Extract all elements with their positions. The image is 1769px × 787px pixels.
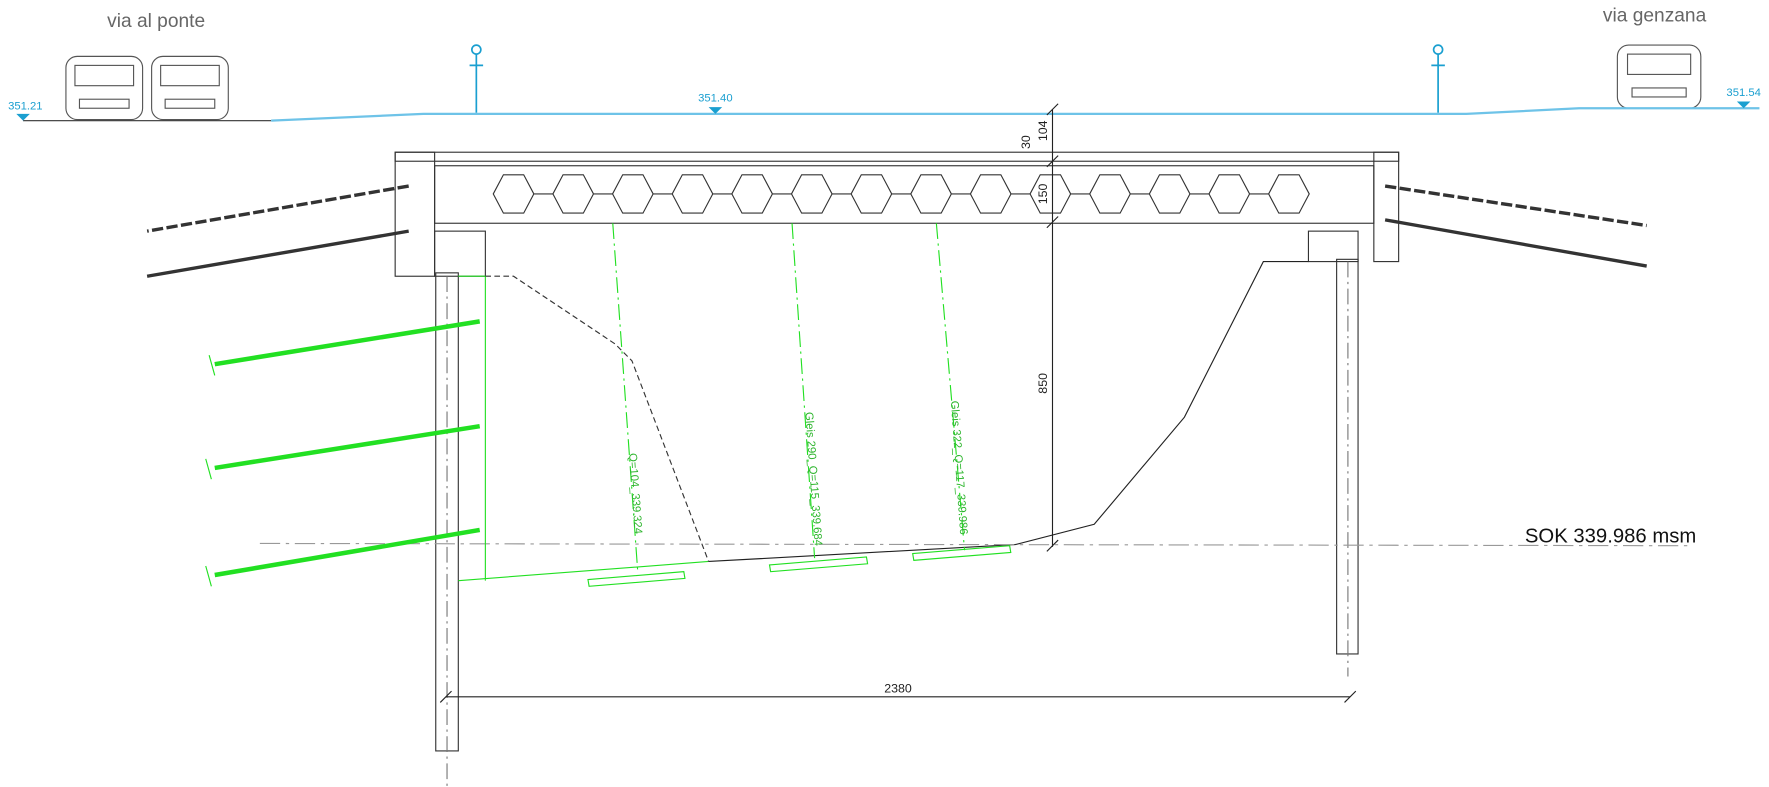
dim-slab: 104 xyxy=(1036,120,1050,141)
dim-span: 2380 xyxy=(884,681,912,695)
cyclists xyxy=(470,45,1445,113)
dim-pavement: 30 xyxy=(1019,135,1033,149)
track-label: Gleis 290_Q=115_339.684 xyxy=(802,412,823,547)
streets: via al ponte via genzana xyxy=(107,5,1706,32)
hexagon xyxy=(970,175,1030,213)
hexagon xyxy=(493,175,553,213)
sok-label: SOK 339.986 msm xyxy=(1525,525,1696,547)
hexagon xyxy=(613,175,673,213)
hexagon xyxy=(791,175,851,213)
track-labels: Q=104_339.324 Gleis 290_Q=115_339.684 Gl… xyxy=(626,400,969,546)
levels: 351.21 351.40 351.54 xyxy=(8,87,1761,113)
dim-beam: 150 xyxy=(1036,183,1050,204)
ground xyxy=(16,101,1759,120)
track-label: Gleis 322_Q=117_339.986 xyxy=(948,400,969,535)
dimension-labels: 30 104 150 850 2380 xyxy=(884,120,1050,695)
hexagon-openings xyxy=(493,175,1309,213)
hexagon xyxy=(1149,175,1209,213)
hexagon xyxy=(851,175,911,213)
tie-backs xyxy=(147,186,1647,276)
hexagon xyxy=(911,175,971,213)
page: via al ponte via genzana 351.21 351.40 3… xyxy=(0,0,1769,787)
hexagon xyxy=(1209,175,1269,213)
street-right: via genzana xyxy=(1603,5,1707,26)
bridge-structure xyxy=(260,152,1692,787)
ground-anchors xyxy=(206,223,1011,586)
level-left: 351.21 xyxy=(8,100,42,112)
section-drawing: via al ponte via genzana 351.21 351.40 3… xyxy=(0,0,1769,787)
street-left: via al ponte xyxy=(107,11,205,32)
hexagon xyxy=(672,175,732,213)
hexagon xyxy=(553,175,613,213)
cars xyxy=(66,45,1701,119)
hexagon xyxy=(1269,175,1310,213)
hexagon xyxy=(732,175,792,213)
hexagon xyxy=(1090,175,1150,213)
track-label: Q=104_339.324 xyxy=(626,453,644,535)
excavation-slope xyxy=(485,276,708,561)
dim-height: 850 xyxy=(1036,373,1050,394)
level-right: 351.54 xyxy=(1726,87,1760,99)
level-middle: 351.40 xyxy=(698,92,732,104)
